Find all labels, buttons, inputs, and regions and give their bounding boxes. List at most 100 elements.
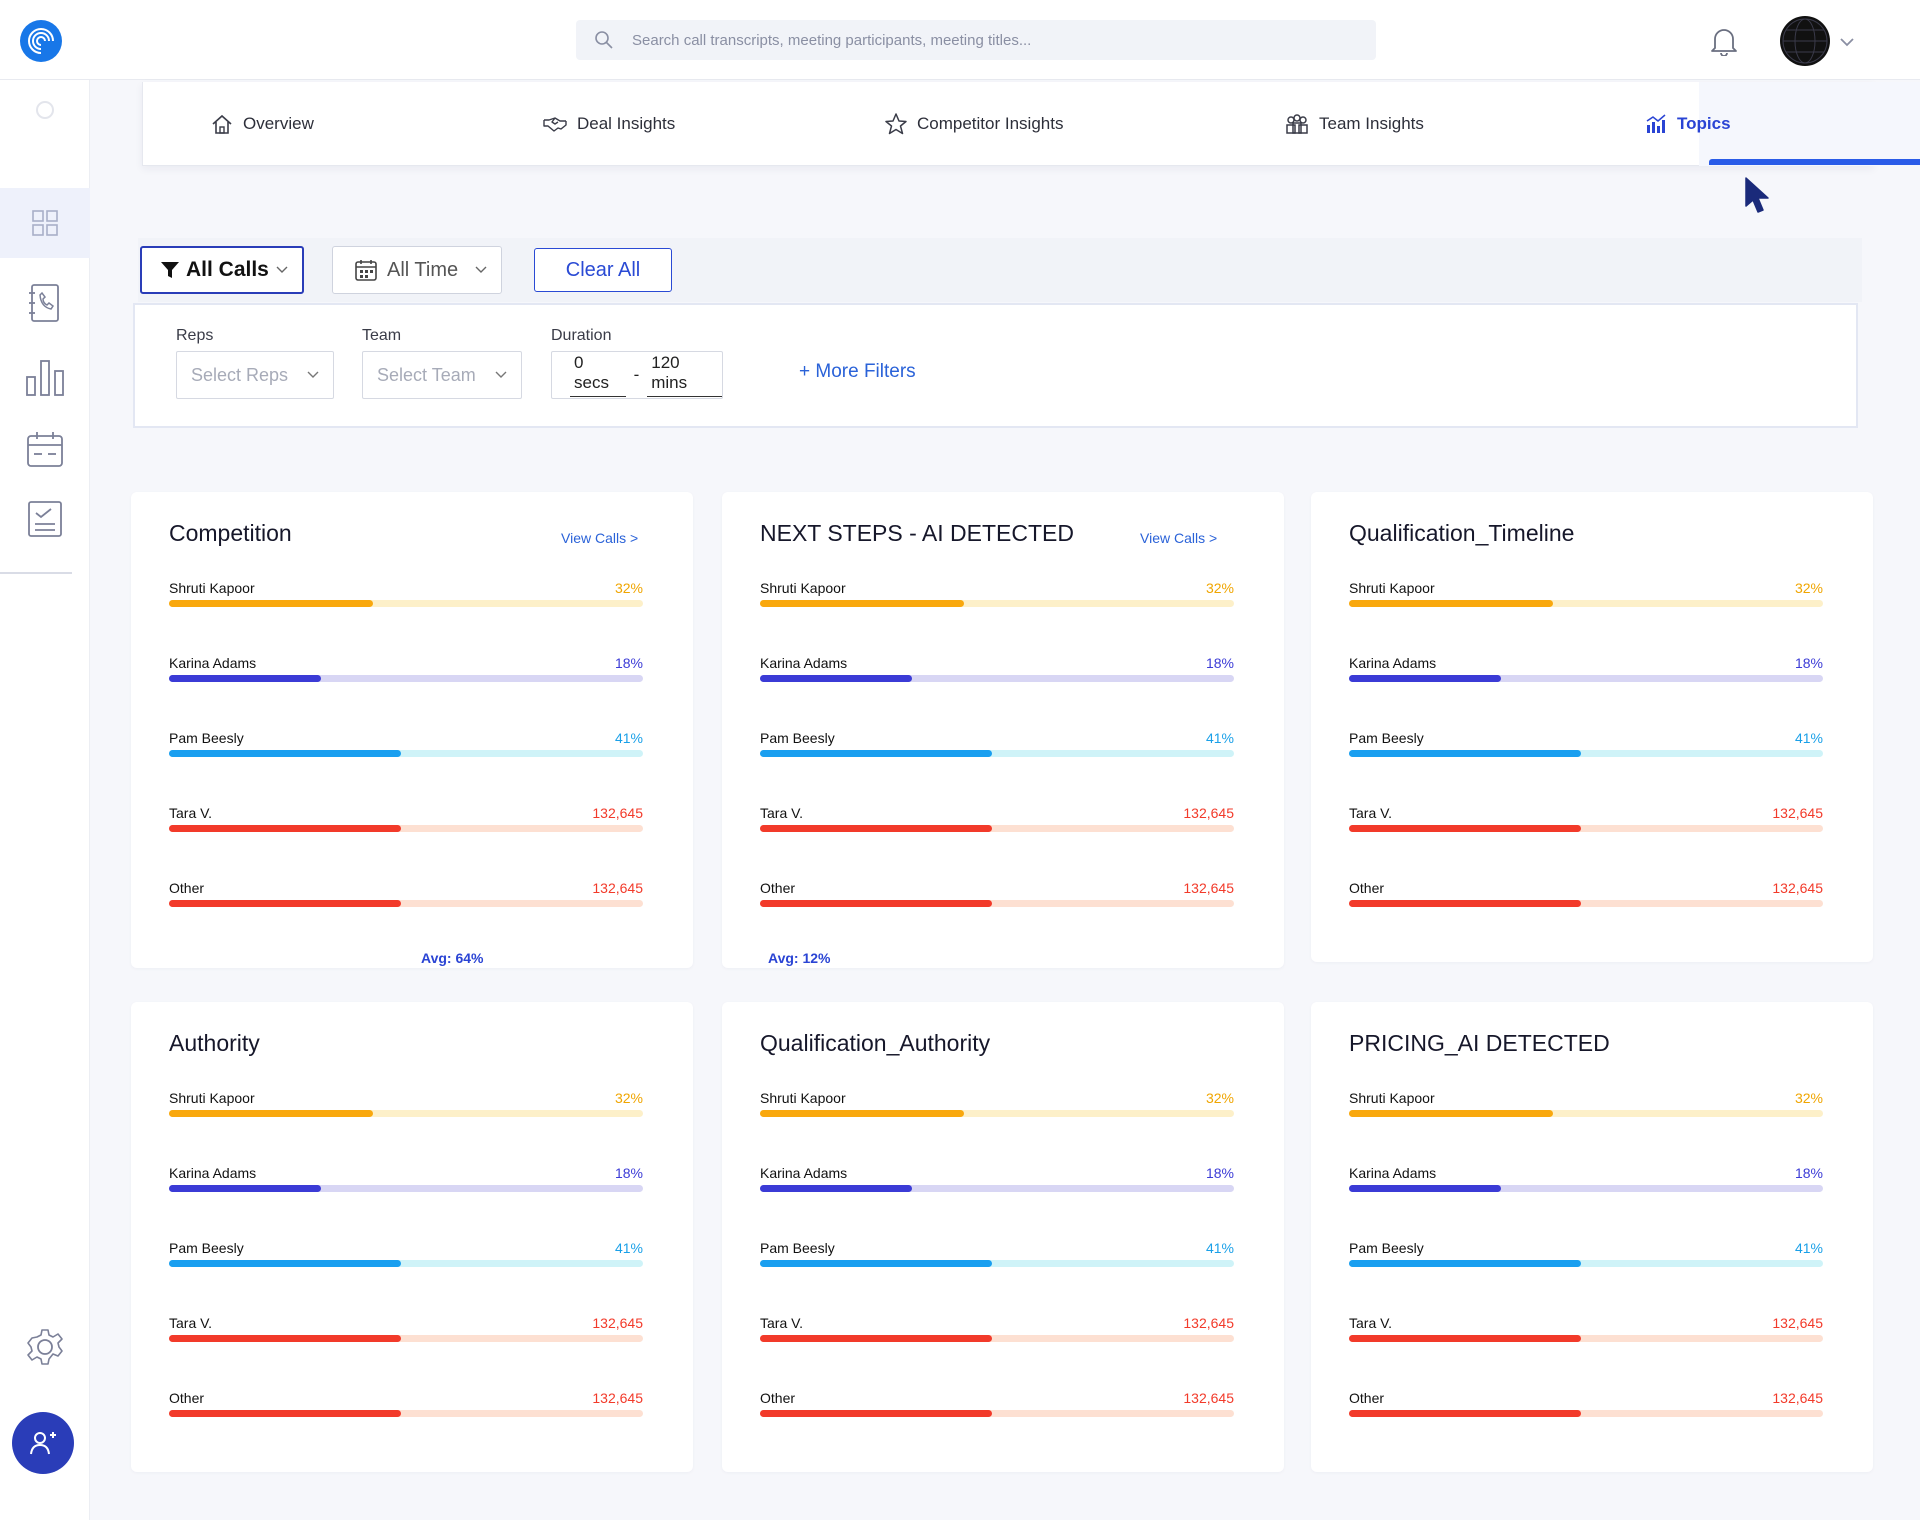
rep-value: 41% <box>614 1240 643 1256</box>
search-bar[interactable] <box>576 20 1376 60</box>
tab-topics[interactable]: Topics <box>1645 82 1731 166</box>
reps-select[interactable]: Select Reps <box>176 351 334 399</box>
add-user-icon <box>30 1432 56 1455</box>
topic-row[interactable]: Pam Beesly 41% <box>760 730 1234 760</box>
rep-name: Other <box>1349 880 1385 896</box>
calendar-icon[interactable] <box>0 414 90 484</box>
all-calls-dropdown[interactable]: All Calls <box>140 246 304 294</box>
reps-label: Reps <box>176 327 214 344</box>
analytics-bars-icon[interactable] <box>0 342 90 412</box>
progress-track <box>760 825 1234 832</box>
tab-label: Overview <box>243 114 314 133</box>
rep-name: Karina Adams <box>169 1165 257 1181</box>
topic-row[interactable]: Tara V. 132,645 <box>760 1315 1234 1345</box>
progress-track <box>760 675 1234 682</box>
topic-row[interactable]: Shruti Kapoor 32% <box>1349 580 1823 610</box>
topic-row[interactable]: Pam Beesly 41% <box>169 1240 643 1270</box>
duration-from[interactable]: 0 secs <box>570 353 626 397</box>
topic-card: Authority Shruti Kapoor 32% Karina Adams 18%… <box>131 1002 693 1472</box>
topic-row[interactable]: Shruti Kapoor 32% <box>760 580 1234 610</box>
tab-deal-insights[interactable]: Deal Insights <box>543 82 675 166</box>
progress-fill <box>1349 1185 1501 1192</box>
topic-row[interactable]: Shruti Kapoor 32% <box>760 1090 1234 1120</box>
tab-competitor-insights[interactable]: Competitor Insights <box>885 82 1063 166</box>
progress-fill <box>1349 1335 1582 1342</box>
tab-label: Deal Insights <box>577 114 676 133</box>
add-user-button[interactable] <box>12 1412 74 1474</box>
rep-name: Pam Beesly <box>169 730 244 746</box>
rep-value: 32% <box>614 580 643 596</box>
more-filters-link[interactable]: + More Filters <box>799 361 916 382</box>
sidebar-divider <box>0 572 72 574</box>
rep-value: 132,645 <box>1772 805 1823 821</box>
progress-track <box>169 1110 643 1117</box>
topic-row[interactable]: Karina Adams 18% <box>760 655 1234 685</box>
topic-row[interactable]: Pam Beesly 41% <box>1349 730 1823 760</box>
call-log-icon[interactable] <box>0 268 90 338</box>
topic-row[interactable]: Other 132,645 <box>1349 1390 1823 1420</box>
topic-row[interactable]: Other 132,645 <box>760 880 1234 910</box>
duration-range[interactable]: 0 secs - 120 mins <box>551 351 723 399</box>
progress-fill <box>1349 1410 1582 1417</box>
topic-row[interactable]: Pam Beesly 41% <box>760 1240 1234 1270</box>
topic-row[interactable]: Pam Beesly 41% <box>1349 1240 1823 1270</box>
rep-name: Karina Adams <box>1349 655 1437 671</box>
topic-row[interactable]: Karina Adams 18% <box>760 1165 1234 1195</box>
progress-fill <box>760 1185 912 1192</box>
all-time-label: All Time <box>387 258 459 281</box>
clear-all-button[interactable]: Clear All <box>534 248 672 292</box>
rep-name: Other <box>760 880 796 896</box>
topic-row[interactable]: Other 132,645 <box>169 1390 643 1420</box>
app-logo-icon[interactable] <box>20 20 62 62</box>
collapse-icon[interactable] <box>0 80 90 140</box>
topic-row[interactable]: Karina Adams 18% <box>169 1165 643 1195</box>
view-calls-link[interactable]: View Calls > <box>1140 530 1218 546</box>
topic-row[interactable]: Tara V. 132,645 <box>169 1315 643 1345</box>
topic-row[interactable]: Karina Adams 18% <box>1349 655 1823 685</box>
progress-fill <box>760 825 993 832</box>
topic-card: Qualification_Authority Shruti Kapoor 32% K… <box>722 1002 1284 1472</box>
rep-value: 32% <box>1794 1090 1823 1106</box>
rep-name: Karina Adams <box>1349 1165 1437 1181</box>
topic-row[interactable]: Karina Adams 18% <box>1349 1165 1823 1195</box>
topic-row[interactable]: Karina Adams 18% <box>169 655 643 685</box>
bar-chart-icon <box>1646 114 1666 133</box>
filter-panel: Reps Select Reps Team Select Team Durati… <box>133 303 1858 428</box>
tab-overview[interactable]: Overview <box>211 82 314 166</box>
home-icon <box>212 114 232 134</box>
mouse-cursor-icon <box>1744 176 1776 221</box>
topic-row[interactable]: Tara V. 132,645 <box>1349 1315 1823 1345</box>
search-input[interactable] <box>632 31 1376 49</box>
dashboard-grid-icon[interactable] <box>0 188 90 258</box>
rep-name: Karina Adams <box>760 655 848 671</box>
topic-row[interactable]: Shruti Kapoor 32% <box>1349 1090 1823 1120</box>
duration-to[interactable]: 120 mins <box>647 353 722 397</box>
progress-track <box>1349 900 1823 907</box>
rep-name: Tara V. <box>1349 1315 1393 1331</box>
topic-row[interactable]: Other 132,645 <box>1349 880 1823 910</box>
topic-row[interactable]: Pam Beesly 41% <box>169 730 643 760</box>
topic-row[interactable]: Other 132,645 <box>760 1390 1234 1420</box>
progress-track <box>760 1410 1234 1417</box>
topic-row[interactable]: Tara V. 132,645 <box>169 805 643 835</box>
gear-icon[interactable] <box>0 1312 90 1382</box>
topic-row[interactable]: Tara V. 132,645 <box>1349 805 1823 835</box>
avatar[interactable] <box>1780 16 1830 66</box>
rep-value: 132,645 <box>1183 880 1234 896</box>
progress-fill <box>760 1110 964 1117</box>
tab-team-insights[interactable]: Team Insights <box>1285 82 1424 166</box>
bell-icon[interactable] <box>1710 26 1738 61</box>
topic-row[interactable]: Other 132,645 <box>169 880 643 910</box>
star-icon <box>885 113 907 135</box>
topic-row[interactable]: Shruti Kapoor 32% <box>169 580 643 610</box>
progress-track <box>760 750 1234 757</box>
progress-fill <box>760 600 964 607</box>
progress-track <box>169 1185 643 1192</box>
checklist-icon[interactable] <box>0 484 90 554</box>
chevron-down-icon[interactable] <box>1840 34 1854 52</box>
all-time-dropdown[interactable]: All Time <box>332 246 502 294</box>
topic-row[interactable]: Shruti Kapoor 32% <box>169 1090 643 1120</box>
view-calls-link[interactable]: View Calls > <box>561 530 639 546</box>
team-select[interactable]: Select Team <box>362 351 522 399</box>
topic-row[interactable]: Tara V. 132,645 <box>760 805 1234 835</box>
